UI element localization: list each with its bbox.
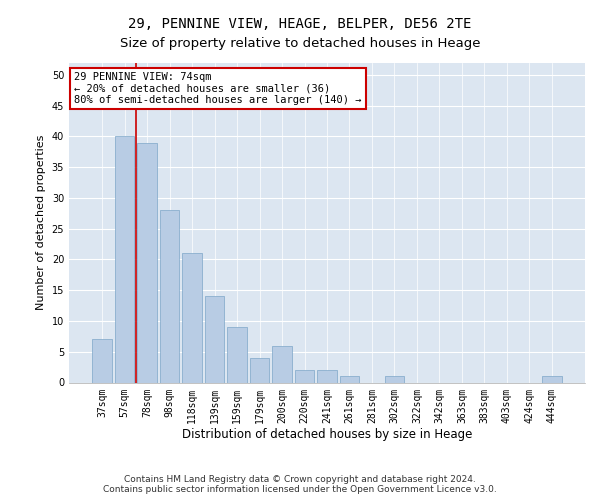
Bar [385,376,404,382]
Text: 29, PENNINE VIEW, HEAGE, BELPER, DE56 2TE: 29, PENNINE VIEW, HEAGE, BELPER, DE56 2T… [128,18,472,32]
X-axis label: Distribution of detached houses by size in Heage: Distribution of detached houses by size … [182,428,472,441]
Bar [160,210,179,382]
Bar [227,327,247,382]
Bar [250,358,269,382]
Bar [205,296,224,382]
Bar [340,376,359,382]
Bar [272,346,292,383]
Bar [92,340,112,382]
Bar [542,376,562,382]
Bar [115,136,134,382]
Bar [137,142,157,382]
Bar [317,370,337,382]
Y-axis label: Number of detached properties: Number of detached properties [36,135,46,310]
Text: Contains HM Land Registry data © Crown copyright and database right 2024.
Contai: Contains HM Land Registry data © Crown c… [103,474,497,494]
Text: Size of property relative to detached houses in Heage: Size of property relative to detached ho… [120,38,480,51]
Bar [182,254,202,382]
Bar [295,370,314,382]
Text: 29 PENNINE VIEW: 74sqm
← 20% of detached houses are smaller (36)
80% of semi-det: 29 PENNINE VIEW: 74sqm ← 20% of detached… [74,72,362,106]
